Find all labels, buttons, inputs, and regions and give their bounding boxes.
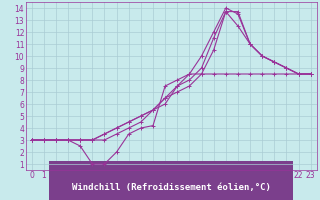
X-axis label: Windchill (Refroidissement éolien,°C): Windchill (Refroidissement éolien,°C) bbox=[72, 183, 271, 192]
